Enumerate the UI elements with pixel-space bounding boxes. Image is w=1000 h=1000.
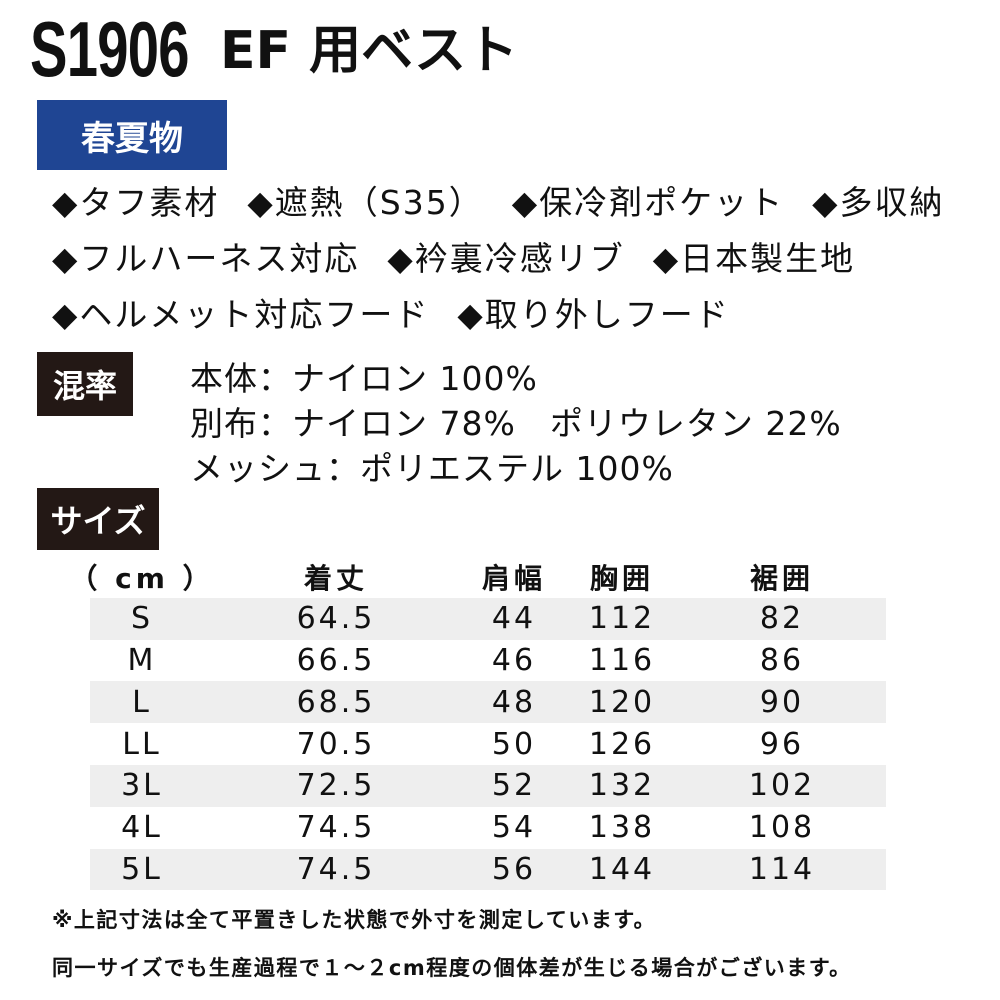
- composition-line: 本体：ナイロン 100%: [190, 359, 538, 398]
- feature-item: ◆衿裏冷感リブ: [387, 239, 625, 278]
- length-cell: 70.5: [296, 726, 376, 762]
- table-row: 5L 74.5 56 144 114: [90, 848, 886, 891]
- hem-cell: 82: [759, 601, 805, 637]
- length-cell: 72.5: [296, 768, 376, 804]
- chest-cell: 132: [588, 768, 656, 804]
- header-chest: 胸囲: [589, 561, 654, 595]
- chest-cell: 116: [588, 642, 656, 678]
- shoulder-cell: 44: [491, 601, 537, 637]
- size-badge: サイズ: [37, 488, 159, 550]
- header-hem: 裾囲: [749, 561, 814, 595]
- table-row: 3L 72.5 52 132 102: [90, 764, 886, 807]
- hem-cell: 86: [759, 642, 805, 678]
- feature-line: ◆フルハーネス対応 ◆衿裏冷感リブ ◆日本製生地: [52, 228, 992, 284]
- table-row: S 64.5 44 112 82: [90, 597, 886, 640]
- size-cell: LL: [122, 726, 162, 762]
- shoulder-cell: 52: [491, 768, 537, 804]
- table-row: 4L 74.5 54 138 108: [90, 807, 886, 849]
- product-title: S1906 EF 用ベスト: [30, 6, 518, 92]
- note-line: ※上記寸法は全て平置きした状態で外寸を測定しています。: [52, 908, 657, 932]
- length-cell: 74.5: [296, 851, 376, 887]
- header-shoulder: 肩幅: [481, 561, 546, 595]
- note-line: 同一サイズでも生産過程で１～２cm程度の個体差が生じる場合がございます。: [52, 956, 852, 980]
- size-cell: 5L: [121, 851, 163, 887]
- feature-item: ◆遮熱（S35）: [247, 183, 484, 222]
- feature-list: ◆タフ素材 ◆遮熱（S35） ◆保冷剤ポケット ◆多収納 ◆フルハーネス対応 ◆…: [52, 172, 992, 340]
- chest-cell: 112: [588, 601, 656, 637]
- table-header-row: （ cm ） 着丈 肩幅 胸囲 裾囲: [69, 556, 886, 598]
- season-badge: 春夏物: [37, 100, 227, 170]
- feature-item: ◆取り外しフード: [457, 295, 730, 334]
- chest-cell: 138: [588, 810, 656, 846]
- shoulder-cell: 54: [491, 810, 537, 846]
- product-name: EF 用ベスト: [220, 21, 519, 81]
- hem-cell: 96: [759, 726, 805, 762]
- shoulder-cell: 48: [491, 684, 537, 720]
- chest-cell: 126: [588, 726, 656, 762]
- shoulder-cell: 50: [491, 726, 537, 762]
- hem-cell: 102: [748, 768, 816, 804]
- length-cell: 64.5: [296, 601, 376, 637]
- size-cell: S: [130, 601, 154, 637]
- table-row: L 68.5 48 120 90: [90, 681, 886, 724]
- composition-line: 別布：ナイロン 78% ポリウレタン 22%: [190, 404, 842, 443]
- chest-cell: 120: [588, 684, 656, 720]
- hem-cell: 90: [759, 684, 805, 720]
- header-length: 着丈: [303, 561, 368, 595]
- feature-item: ◆日本製生地: [652, 239, 856, 278]
- composition-list: 本体：ナイロン 100% 別布：ナイロン 78% ポリウレタン 22% メッシュ…: [190, 356, 842, 491]
- table-row: LL 70.5 50 126 96: [90, 723, 886, 765]
- length-cell: 68.5: [296, 684, 376, 720]
- size-cell: 4L: [121, 810, 163, 846]
- feature-item: ◆タフ素材: [52, 183, 220, 222]
- feature-item: ◆ヘルメット対応フード: [52, 295, 430, 334]
- length-cell: 74.5: [296, 810, 376, 846]
- product-code: S1906: [30, 5, 190, 93]
- composition-badge: 混率: [37, 352, 133, 416]
- feature-item: ◆多収納: [812, 183, 945, 222]
- feature-item: ◆フルハーネス対応: [52, 239, 360, 278]
- size-table: （ cm ） 着丈 肩幅 胸囲 裾囲 S 64.5 44 112 82 M 66…: [69, 556, 886, 891]
- table-row: M 66.5 46 116 86: [90, 640, 886, 682]
- composition-line: メッシュ：ポリエステル 100%: [190, 449, 674, 488]
- size-cell: 3L: [121, 768, 163, 804]
- feature-line: ◆タフ素材 ◆遮熱（S35） ◆保冷剤ポケット ◆多収納: [52, 172, 992, 228]
- shoulder-cell: 56: [491, 851, 537, 887]
- shoulder-cell: 46: [491, 642, 537, 678]
- header-unit: （ cm ）: [69, 561, 215, 595]
- chest-cell: 144: [588, 851, 656, 887]
- measurement-notes: ※上記寸法は全て平置きした状態で外寸を測定しています。 同一サイズでも生産過程で…: [52, 900, 992, 996]
- size-cell: L: [132, 684, 152, 720]
- hem-cell: 108: [748, 810, 816, 846]
- hem-cell: 114: [748, 851, 816, 887]
- length-cell: 66.5: [296, 642, 376, 678]
- size-cell: M: [127, 642, 157, 678]
- feature-item: ◆保冷剤ポケット: [511, 183, 785, 222]
- feature-line: ◆ヘルメット対応フード ◆取り外しフード: [52, 284, 992, 340]
